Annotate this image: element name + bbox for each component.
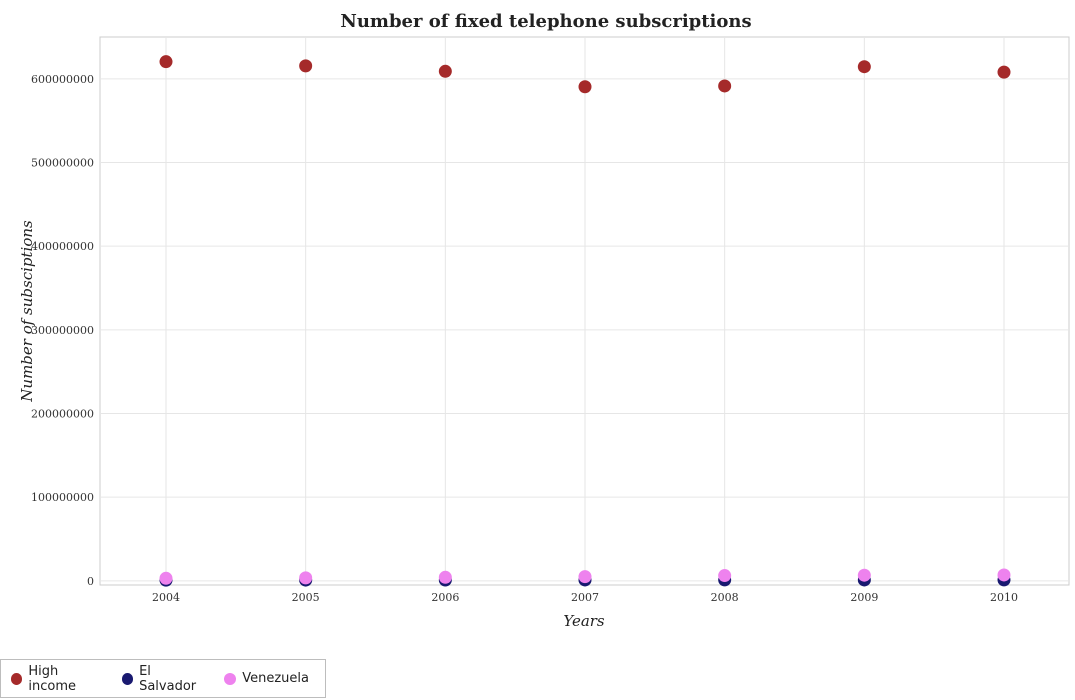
point-high-income-2007 [578,80,592,94]
point-high-income-2004 [159,55,173,69]
legend-label-venezuela: Venezuela [242,671,309,686]
point-venezuela-2008 [718,569,732,583]
point-venezuela-2004 [159,571,173,585]
legend-item-venezuela: Venezuela [224,671,309,686]
y-tick-label: 400000000 [31,240,94,253]
point-venezuela-2007 [578,570,592,584]
x-tick-label: 2007 [571,591,599,604]
x-tick-label: 2006 [431,591,459,604]
legend-label-el-salvador: El Salvador [139,663,197,694]
x-tick-label: 2004 [152,591,180,604]
point-high-income-2006 [438,64,452,78]
point-high-income-2010 [997,65,1011,79]
x-axis-ticks: 2004 2005 2006 2007 2008 2009 2010 [152,591,1018,604]
y-tick-label: 200000000 [31,407,94,420]
y-tick-label: 500000000 [31,156,94,169]
y-tick-label: 600000000 [31,73,94,86]
legend-item-el-salvador: El Salvador [121,663,209,694]
x-tick-label: 2010 [990,591,1018,604]
point-high-income-2005 [299,59,313,73]
chart-title: Number of fixed telephone subscriptions [340,11,751,32]
legend: High income El Salvador Venezuela [0,659,326,698]
y-tick-label: 300000000 [31,324,94,337]
legend-marker-venezuela [224,672,237,685]
legend-label-high-income: High income [28,663,76,694]
x-axis-label: Years [563,612,605,630]
data-points [159,55,1011,587]
point-high-income-2009 [857,60,871,74]
legend-marker-el-salvador [121,672,134,685]
y-axis-ticks: 0 100000000 200000000 300000000 400000000 500… [31,73,94,588]
point-high-income-2008 [718,79,732,93]
x-tick-label: 2008 [711,591,739,604]
y-tick-label: 0 [87,575,94,588]
point-venezuela-2005 [299,571,313,585]
grid-lines [100,37,1069,585]
point-venezuela-2010 [997,568,1011,582]
point-venezuela-2006 [438,570,452,584]
y-axis-label: Number of subsciptions [18,220,36,403]
y-tick-label: 100000000 [31,491,94,504]
x-tick-label: 2005 [292,591,320,604]
point-venezuela-2009 [857,568,871,582]
legend-item-high-income: High income [11,664,106,694]
x-tick-label: 2009 [850,591,878,604]
legend-marker-high-income [11,672,23,685]
